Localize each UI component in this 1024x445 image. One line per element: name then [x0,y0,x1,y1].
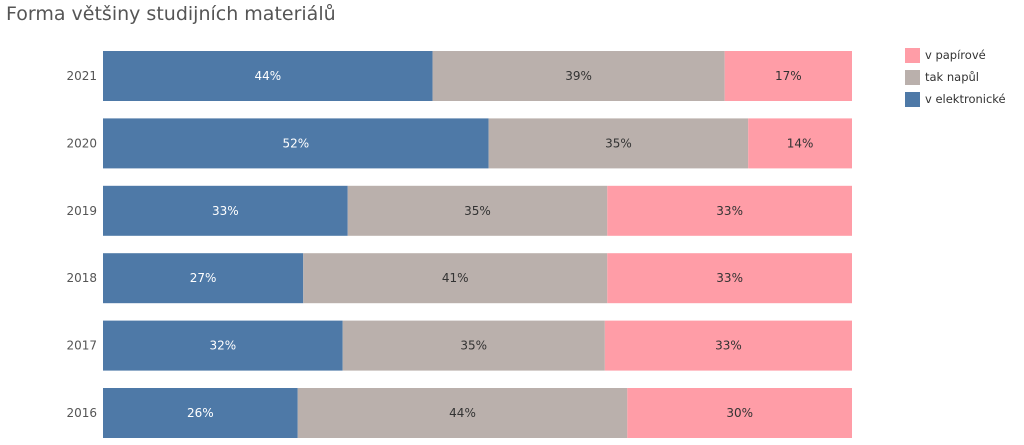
bar-segment-half[interactable] [303,253,608,304]
y-tick-label: 2019 [66,204,97,218]
legend-item-electronic[interactable]: v elektronické [905,88,1006,110]
bar-value-label: 27% [190,271,217,285]
chart-title: Forma většiny studijních materiálů [6,3,336,25]
legend-label-paper: v papírové [925,48,986,62]
bar-value-label: 35% [464,204,491,218]
y-tick-label: 2020 [66,136,97,150]
bar-value-label: 33% [212,204,239,218]
bar-segment-electronic[interactable] [103,185,348,236]
bar-value-label: 52% [282,136,309,150]
legend-swatch-half [905,69,920,85]
bar-segment-paper[interactable] [604,320,852,371]
legend-swatch-electronic [905,91,920,107]
bar-segment-paper[interactable] [607,185,852,236]
legend-item-half[interactable]: tak napůl [905,66,1006,88]
bar-value-label: 14% [787,136,814,150]
bar-value-label: 35% [605,136,632,150]
legend-label-half: tak napůl [925,70,979,84]
y-tick-label: 2016 [66,406,97,420]
y-tick-label: 2017 [66,339,97,353]
bar-value-label: 33% [716,204,743,218]
bar-segment-paper[interactable] [748,118,852,169]
bar-value-label: 35% [460,339,487,353]
bar-value-label: 26% [187,406,214,420]
bar-segment-paper[interactable] [607,253,852,304]
bar-segment-half[interactable] [432,51,725,101]
legend: v papírové tak napůl v elektronické [905,44,1006,110]
bar-value-label: 33% [715,339,742,353]
bar-value-label: 17% [775,69,802,83]
legend-item-paper[interactable]: v papírové [905,44,1006,66]
bar-segment-electronic[interactable] [103,253,304,304]
bar-value-label: 41% [442,271,469,285]
bar-value-label: 33% [716,271,743,285]
y-tick-label: 2021 [66,69,97,83]
bar-value-label: 30% [726,406,753,420]
bar-segment-half[interactable] [342,320,605,371]
bar-segment-electronic[interactable] [103,118,489,169]
bar-segment-electronic[interactable] [103,51,433,101]
legend-swatch-paper [905,47,920,63]
bar-segment-electronic[interactable] [103,320,343,371]
y-tick-label: 2018 [66,271,97,285]
bar-value-label: 44% [449,406,476,420]
bar-segment-half[interactable] [297,388,628,438]
bar-value-label: 44% [254,69,281,83]
legend-label-electronic: v elektronické [925,92,1006,106]
bar-segment-paper[interactable] [724,51,852,101]
bar-segment-half[interactable] [488,118,749,169]
bar-value-label: 39% [565,69,592,83]
bar-value-label: 32% [210,339,237,353]
bar-segment-paper[interactable] [627,388,852,438]
bar-segment-electronic[interactable] [103,388,298,438]
bar-segment-half[interactable] [347,185,608,236]
